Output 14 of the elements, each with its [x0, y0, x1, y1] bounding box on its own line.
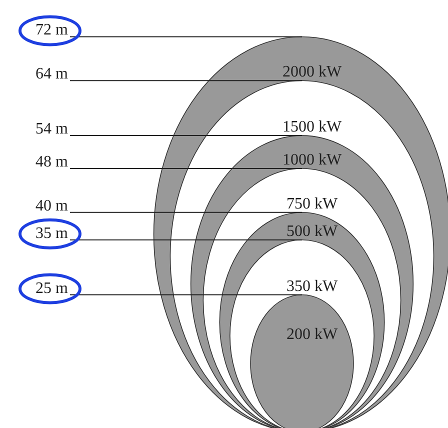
category-label: 350 kW [286, 278, 338, 295]
category-label: 200 kW [286, 326, 338, 343]
data-label: 48 m [36, 153, 69, 170]
data-label: 72 m [36, 22, 69, 39]
data-label: 64 m [36, 66, 69, 83]
category-label: 750 kW [286, 195, 338, 212]
data-label: 54 m [36, 120, 69, 138]
data-label: 40 m [36, 197, 69, 214]
category-label: 1000 kW [282, 151, 342, 168]
data-label: 25 m [36, 280, 69, 297]
category-label: 500 kW [286, 222, 338, 240]
category-label: 2000 kW [282, 64, 342, 81]
data-label: 35 m [36, 224, 69, 242]
category-label: 1500 kW [282, 118, 342, 136]
